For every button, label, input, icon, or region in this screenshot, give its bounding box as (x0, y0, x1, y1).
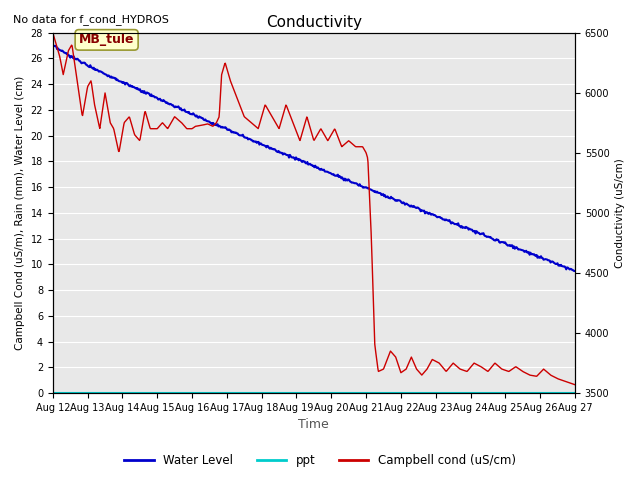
ppt (545, 390, 552, 396)
Campbell cond (uS/cm) (465, 366, 473, 372)
Campbell cond (uS/cm) (102, 96, 110, 102)
ppt (149, 390, 157, 396)
Campbell cond (uS/cm) (408, 354, 415, 360)
Line: Campbell cond (uS/cm): Campbell cond (uS/cm) (52, 33, 575, 384)
Water Level (49, 41, 56, 47)
Text: No data for f_cond_HYDROS: No data for f_cond_HYDROS (13, 14, 169, 25)
ppt (318, 390, 326, 396)
ppt (571, 390, 579, 396)
X-axis label: Time: Time (298, 419, 329, 432)
Y-axis label: Conductivity (uS/cm): Conductivity (uS/cm) (615, 158, 625, 268)
Water Level (141, 90, 149, 96)
Water Level (442, 216, 450, 222)
Text: MB_tule: MB_tule (79, 34, 134, 47)
Campbell cond (uS/cm) (279, 113, 287, 119)
Campbell cond (uS/cm) (571, 382, 579, 387)
Y-axis label: Campbell Cond (uS/m), Rain (mm), Water Level (cm): Campbell Cond (uS/m), Rain (mm), Water L… (15, 76, 25, 350)
Campbell cond (uS/cm) (456, 366, 464, 372)
Title: Conductivity: Conductivity (266, 15, 362, 30)
ppt (170, 390, 178, 396)
ppt (529, 390, 536, 396)
ppt (49, 390, 56, 396)
Water Level (570, 268, 578, 274)
Water Level (285, 155, 293, 160)
Legend: Water Level, ppt, Campbell cond (uS/cm): Water Level, ppt, Campbell cond (uS/cm) (119, 449, 521, 472)
Water Level (571, 268, 579, 274)
Water Level (397, 200, 405, 205)
Water Level (183, 109, 191, 115)
Water Level (356, 183, 364, 189)
ppt (360, 390, 368, 396)
Campbell cond (uS/cm) (49, 30, 56, 36)
Campbell cond (uS/cm) (260, 106, 268, 112)
Line: Water Level: Water Level (52, 44, 575, 271)
